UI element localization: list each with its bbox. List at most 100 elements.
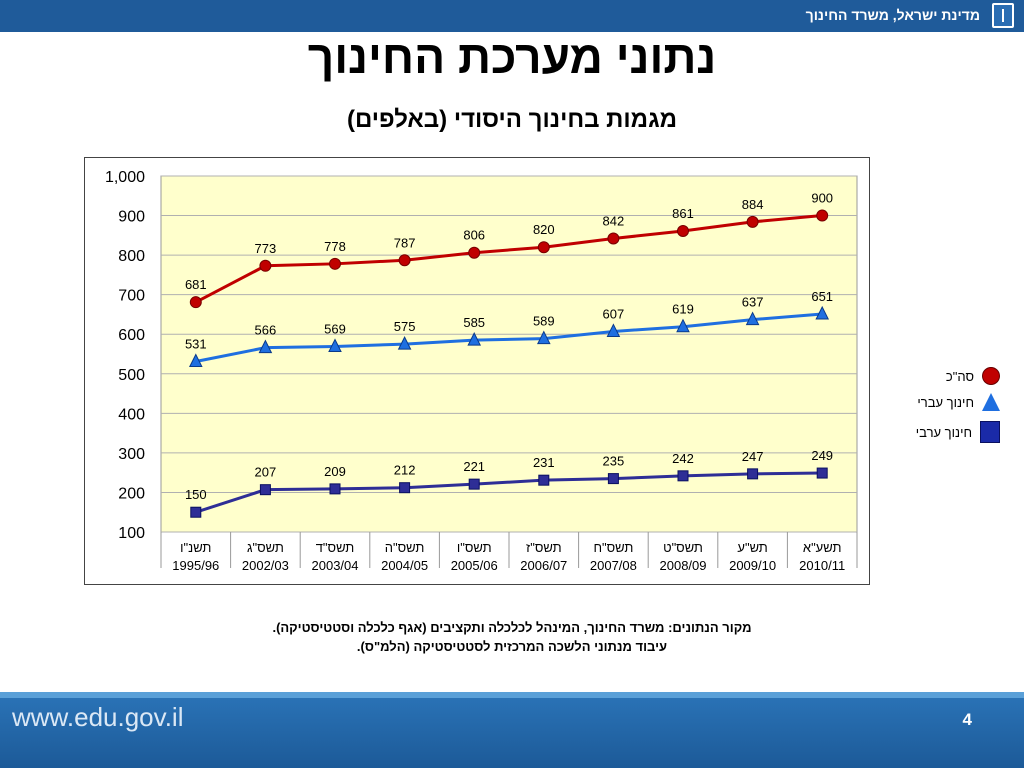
- square-marker-icon: [980, 421, 1000, 443]
- data-source-note: מקור הנתונים: משרד החינוך, המינהל לכלכלה…: [0, 618, 1024, 656]
- data-label: 681: [185, 277, 207, 292]
- legend-item-total: סה"כ: [946, 364, 1000, 388]
- y-tick-label: 1,000: [105, 169, 145, 186]
- x-tick-label-hebrew: תשס"ז: [526, 540, 562, 555]
- data-label: 619: [672, 302, 694, 317]
- x-tick-label-years: 2007/08: [590, 558, 637, 573]
- data-label: 778: [324, 239, 346, 254]
- data-point: [538, 474, 550, 486]
- footer-bar: www.edu.gov.il 4: [0, 692, 1024, 768]
- x-tick-label-years: 2006/07: [520, 558, 567, 573]
- legend-item-arab: חינוך ערבי: [916, 420, 1000, 444]
- y-tick-label: 600: [118, 327, 145, 344]
- data-point: [399, 482, 411, 494]
- x-tick-label-years: 2003/04: [312, 558, 359, 573]
- x-tick-label-years: 2009/10: [729, 558, 776, 573]
- x-tick-label-hebrew: תשס"ט: [663, 540, 703, 555]
- y-tick-label: 900: [118, 209, 145, 226]
- data-point: [536, 330, 551, 345]
- data-label: 569: [324, 321, 346, 336]
- x-tick-label-hebrew: תשנ"ו: [180, 540, 211, 555]
- y-tick-label: 500: [118, 367, 145, 384]
- x-tick-label-years: 2002/03: [242, 558, 289, 573]
- series-line: [195, 312, 823, 363]
- x-tick-label-hebrew: תש"ע: [737, 540, 767, 555]
- page-title: נתוני מערכת החינוך: [307, 31, 717, 83]
- data-label: 207: [255, 465, 277, 480]
- data-label: 209: [324, 464, 346, 479]
- data-label: 607: [603, 306, 625, 321]
- top-bar: מדינת ישראל, משרד החינוך: [0, 0, 1024, 32]
- data-label: 231: [533, 455, 555, 470]
- data-label: 820: [533, 222, 555, 237]
- data-point: [606, 323, 621, 337]
- y-tick-label: 700: [118, 288, 145, 305]
- x-tick-label-hebrew: תשס"ד: [316, 540, 355, 555]
- data-point: [607, 232, 620, 245]
- legend-label-hebrew: חינוך עברי: [917, 394, 974, 410]
- data-label: 773: [255, 241, 277, 256]
- y-tick-label: 100: [118, 525, 145, 542]
- data-point: [677, 470, 689, 482]
- data-label: 247: [742, 449, 764, 464]
- legend-label-arab: חינוך ערבי: [915, 424, 972, 440]
- y-tick-label: 200: [118, 485, 145, 502]
- data-label: 212: [394, 463, 416, 478]
- data-label: 566: [255, 323, 277, 338]
- legend-label-total: סה"כ: [945, 368, 974, 384]
- data-point: [677, 224, 689, 237]
- data-point: [397, 335, 412, 350]
- circle-marker-icon: [982, 367, 1000, 385]
- data-label: 589: [533, 314, 555, 329]
- data-label: 531: [185, 337, 207, 352]
- ministry-name: מדינת ישראל, משרד החינוך: [805, 7, 980, 23]
- data-point: [398, 254, 411, 267]
- data-point: [747, 468, 759, 480]
- data-label: 242: [672, 451, 694, 466]
- data-label: 235: [603, 454, 625, 469]
- chart-subtitle: מגמות בחינוך היסודי (באלפים): [346, 106, 677, 133]
- x-tick-label-hebrew: תשס"ח: [593, 540, 633, 555]
- data-label: 884: [742, 197, 764, 212]
- footer-url: www.edu.gov.il: [12, 702, 184, 732]
- data-point: [745, 311, 760, 326]
- x-tick-label-years: 2005/06: [451, 558, 498, 573]
- x-tick-label-years: 2008/09: [660, 558, 707, 573]
- plot-area: [160, 175, 858, 533]
- data-label: 249: [811, 448, 833, 463]
- data-point: [816, 467, 828, 479]
- data-point: [467, 332, 482, 346]
- data-label: 806: [463, 228, 485, 243]
- data-point: [188, 353, 203, 368]
- data-point: [329, 257, 341, 270]
- x-tick-label-years: 2010/11: [799, 558, 845, 573]
- source-line-1: מקור הנתונים: משרד החינוך, המינהל לכלכלה…: [272, 620, 752, 635]
- legend-item-hebrew: חינוך עברי: [917, 390, 1000, 414]
- data-label: 637: [742, 295, 764, 310]
- data-label: 585: [463, 315, 485, 330]
- state-emblem-icon: [992, 3, 1014, 28]
- data-label: 842: [603, 213, 625, 228]
- data-point: [259, 259, 272, 272]
- data-point: [468, 246, 481, 259]
- x-tick-label-hebrew: תשס"ו: [457, 540, 492, 555]
- data-label: 150: [185, 487, 207, 502]
- data-label: 575: [394, 319, 416, 334]
- data-point: [329, 483, 341, 495]
- source-line-2: עיבוד מנתוני הלשכה המרכזית לסטטיסטיקה (ה…: [356, 639, 668, 654]
- data-label: 861: [672, 206, 694, 221]
- data-point: [190, 506, 202, 518]
- x-tick-label-hebrew: תשס"ה: [385, 540, 425, 555]
- data-label: 900: [811, 191, 833, 206]
- data-point: [259, 484, 271, 496]
- data-label: 221: [463, 459, 485, 474]
- data-point: [607, 473, 619, 485]
- data-point: [746, 215, 759, 228]
- series-line: [195, 471, 823, 514]
- data-point: [328, 338, 342, 352]
- data-point: [676, 318, 690, 333]
- data-label: 787: [394, 235, 416, 250]
- data-point: [815, 305, 830, 320]
- data-point: [258, 339, 273, 354]
- line-chart: 100 200 300 400 500 600 700 800 900 1,000 תשנ"ו 199…: [105, 169, 858, 573]
